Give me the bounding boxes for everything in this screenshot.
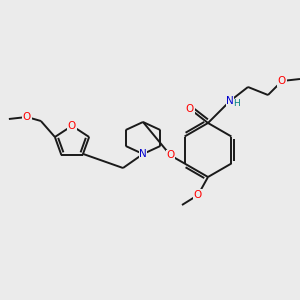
Text: N: N	[226, 96, 234, 106]
Bar	[186, 106, 194, 112]
Bar	[139, 151, 147, 157]
Text: O: O	[278, 76, 286, 86]
Text: O: O	[167, 151, 175, 160]
Bar	[167, 152, 175, 158]
Bar	[23, 114, 31, 120]
Text: N: N	[139, 149, 147, 159]
Text: O: O	[194, 190, 202, 200]
Text: H: H	[234, 100, 240, 109]
Bar	[68, 123, 76, 129]
Text: O: O	[186, 104, 194, 114]
Bar	[194, 192, 202, 198]
Text: O: O	[23, 112, 31, 122]
Text: O: O	[68, 121, 76, 131]
Bar	[278, 78, 286, 84]
Bar	[226, 98, 234, 104]
